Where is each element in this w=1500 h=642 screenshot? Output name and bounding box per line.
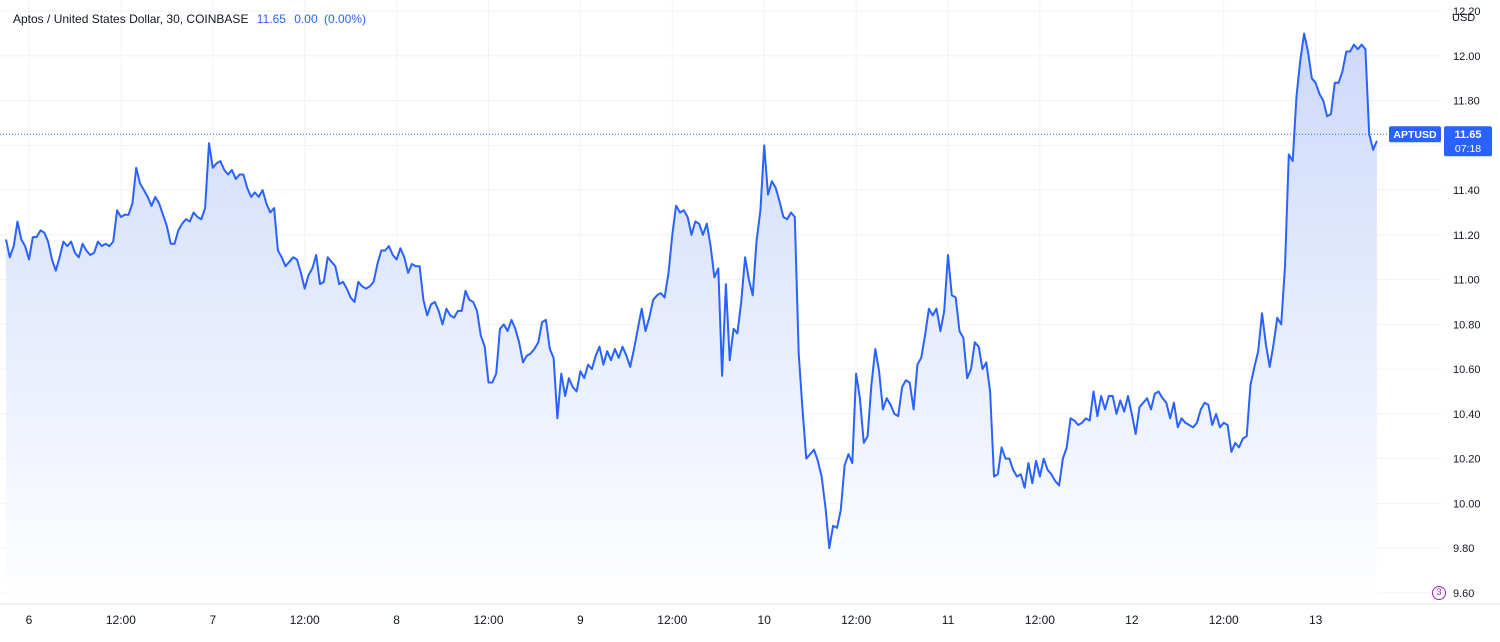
price-tick-label: 10.40	[1453, 409, 1481, 421]
price-tag-value: 11.65	[1455, 129, 1482, 141]
symbol-description[interactable]: Aptos / United States Dollar, 30, COINBA…	[13, 12, 249, 26]
time-tick-label: 11	[942, 613, 955, 627]
price-axis[interactable]: 12.2012.0011.8011.6011.4011.2011.0010.80…	[1453, 6, 1481, 600]
time-tick-label: 9	[577, 613, 584, 627]
price-tick-label: 11.00	[1453, 275, 1480, 287]
time-tick-label: 13	[1309, 613, 1323, 627]
time-tick-label: 12:00	[1209, 613, 1239, 627]
price-area-fill	[6, 33, 1377, 605]
bar-countdown: 07:18	[1455, 143, 1481, 155]
time-tick-label: 12:00	[1025, 613, 1055, 627]
time-tick-label: 7	[209, 613, 216, 627]
currency-label[interactable]: USD	[1452, 12, 1476, 24]
time-tick-label: 10	[758, 613, 772, 627]
price-tick-label: 10.00	[1453, 498, 1481, 510]
time-tick-label: 12:00	[290, 613, 320, 627]
price-tick-label: 9.80	[1453, 543, 1474, 555]
price-tick-label: 10.60	[1453, 364, 1481, 376]
scale-settings-button[interactable]: 3	[1432, 586, 1446, 600]
symbol-tag-label: APTUSD	[1393, 129, 1437, 141]
last-price-tag: APTUSD 11.65 07:18	[1389, 126, 1492, 157]
price-tick-label: 12.20	[1453, 6, 1481, 18]
price-tag	[1444, 126, 1492, 157]
price-tick-label: 9.60	[1453, 588, 1474, 600]
symbol-tag	[1389, 126, 1441, 143]
time-tick-label: 8	[393, 613, 400, 627]
time-tick-label: 6	[26, 613, 33, 627]
time-tick-label: 12	[1125, 613, 1139, 627]
change-value: 0.00	[294, 12, 318, 26]
time-tick-label: 12:00	[657, 613, 687, 627]
time-tick-label: 12:00	[473, 613, 503, 627]
price-tick-label: 10.20	[1453, 454, 1481, 466]
last-value: 11.65	[256, 12, 286, 26]
price-tick-label: 11.40	[1453, 185, 1480, 197]
time-tick-label: 12:00	[841, 613, 871, 627]
price-tick-label: 11.20	[1453, 230, 1480, 242]
time-tick-label: 12:00	[106, 613, 136, 627]
price-tick-label: 10.80	[1453, 319, 1481, 331]
price-tick-label: 12.00	[1453, 51, 1481, 63]
price-line	[5, 32, 1378, 550]
time-axis[interactable]: 6 12:00 7 12:00 8 12:00 9 12:00 10 12:00 11 12:00 12…	[26, 613, 1323, 627]
legend-header: Aptos / United States Dollar, 30, COINBA…	[13, 12, 366, 26]
price-tick-label: 11.80	[1453, 96, 1480, 108]
change-percent: (0.00%)	[323, 12, 367, 26]
